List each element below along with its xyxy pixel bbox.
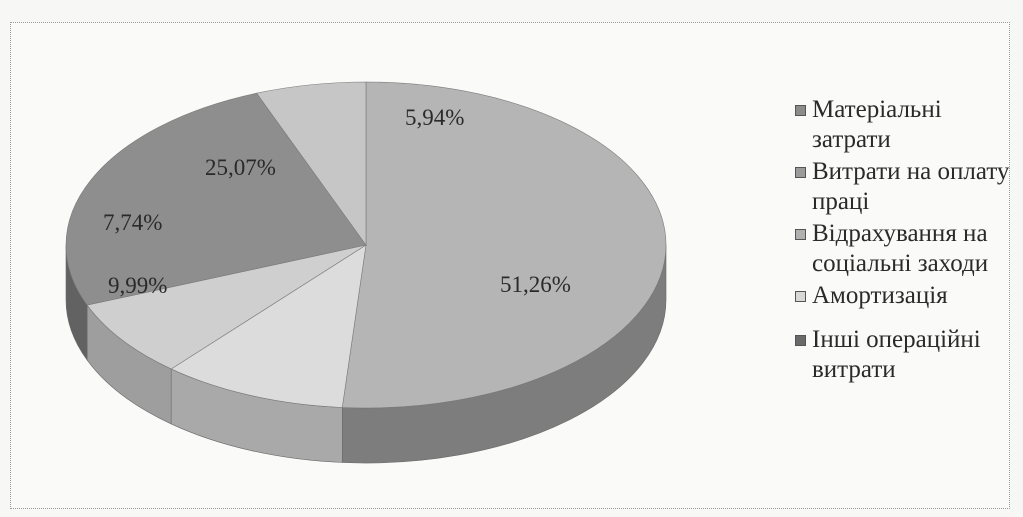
pie-data-label-0: 51,26%: [500, 272, 571, 297]
legend-swatch: [795, 335, 806, 346]
pie-top-group: [65, 81, 667, 409]
legend-swatch: [795, 167, 806, 178]
legend-item-labor: Витрати на оплату праці: [795, 157, 1020, 217]
pie-slice-4: [256, 81, 367, 246]
pie-data-label-3: 25,07%: [205, 155, 276, 180]
legend-label: Амортизація: [812, 282, 948, 309]
pie-label-group: 51,26% 9,99% 7,74% 25,07% 5,94%: [103, 105, 571, 298]
legend-item-social: Відрахування на соціальні заходи: [795, 219, 1020, 279]
legend-swatch: [795, 229, 806, 240]
pie-slice-0: [341, 81, 667, 409]
legend: Матеріальні затрати Витрати на оплату пр…: [795, 95, 1020, 387]
legend-label: Витрати на оплату праці: [812, 158, 1010, 215]
pie-data-label-4: 5,94%: [405, 105, 464, 130]
pie-slice-2: [86, 244, 367, 370]
legend-swatch: [795, 291, 806, 302]
legend-item-material: Матеріальні затрати: [795, 95, 1020, 155]
legend-label: Інші операційні витрати: [812, 326, 981, 383]
legend-label: Відрахування на соціальні заходи: [812, 220, 989, 277]
legend-swatch: [795, 105, 806, 116]
pie-slice-3: [65, 92, 367, 306]
pie-data-label-1: 9,99%: [108, 273, 167, 298]
pie-slice-1: [170, 244, 367, 408]
legend-item-depreciation: Амортизація: [795, 281, 1020, 311]
legend-item-other: Інші операційні витрати: [795, 325, 1020, 385]
pie-data-label-2: 7,74%: [103, 210, 162, 235]
legend-label: Матеріальні затрати: [812, 96, 942, 153]
